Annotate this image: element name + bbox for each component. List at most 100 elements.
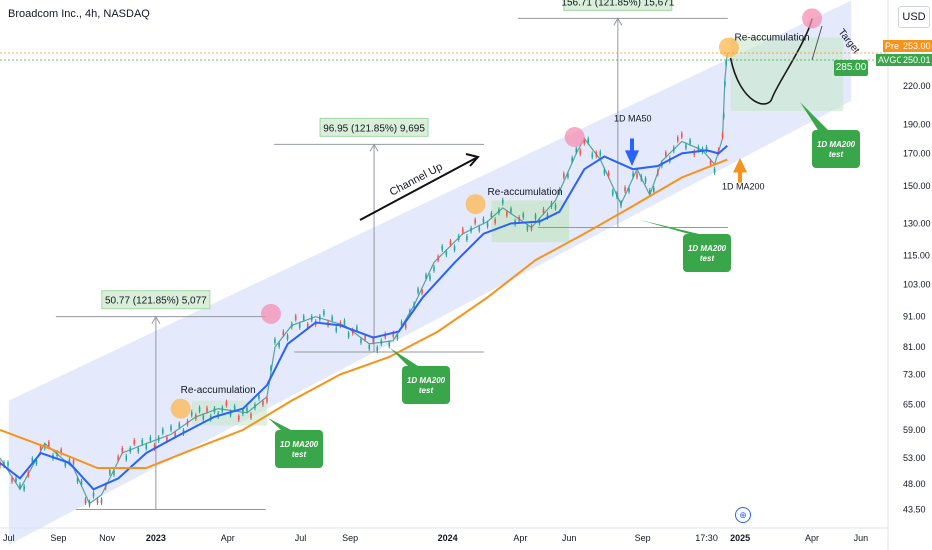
candle-body <box>526 225 529 230</box>
candle-body <box>343 320 346 325</box>
candle-body <box>202 415 205 420</box>
measure-label-box <box>101 290 211 310</box>
candle-body <box>482 218 485 223</box>
candle-body <box>628 187 630 192</box>
price-tick: 48.00 <box>903 479 926 489</box>
candle-body <box>76 478 79 483</box>
candle-body <box>657 170 659 175</box>
measure-label: 96.95 (121.85%) 9,695 <box>323 123 425 134</box>
callout-text: 1D MA200 <box>407 376 446 385</box>
candle-body <box>137 447 140 452</box>
price-tick: 190.00 <box>903 119 931 129</box>
price-tick: 150.00 <box>903 181 931 191</box>
candle-body <box>141 440 144 445</box>
candle-body <box>501 199 504 204</box>
price-tick: 81.00 <box>903 342 926 352</box>
candle-body <box>530 225 533 230</box>
ma200-line <box>0 158 728 469</box>
pre-market-label: Pre <box>883 40 902 52</box>
candle-body <box>178 423 181 428</box>
price-tick: 220.00 <box>903 81 931 91</box>
candle-body <box>404 323 407 328</box>
target-marker-circle <box>802 8 823 29</box>
candle-body <box>620 202 622 207</box>
candle-body <box>591 153 594 158</box>
candle-body <box>433 266 435 271</box>
candle-body <box>186 420 189 425</box>
ma200-test-callout <box>683 234 731 272</box>
candle-body <box>644 178 647 183</box>
candle-body <box>27 472 30 477</box>
candle-body <box>121 447 124 452</box>
go-to-realtime-button[interactable]: ⊕ <box>735 507 751 523</box>
candle-body <box>60 449 63 454</box>
candle-body <box>335 327 338 332</box>
candle-body <box>109 469 111 474</box>
callout-text: test <box>829 150 844 159</box>
measure-label-box <box>319 117 429 137</box>
candle-body <box>571 157 573 162</box>
accumulation-box-projected <box>730 37 844 111</box>
candle-body <box>624 187 626 192</box>
candle-body <box>616 193 618 198</box>
time-tick: 2024 <box>438 533 458 543</box>
candle-body <box>149 436 152 441</box>
candle-body <box>417 288 419 293</box>
candle-body <box>372 338 375 343</box>
ma50-label: 1D MA50 <box>614 114 652 124</box>
price-tick: 53.00 <box>903 453 926 463</box>
candle-body <box>56 452 58 457</box>
ma200-test-callout <box>402 366 450 404</box>
candle-body <box>294 315 297 320</box>
time-tick: 2025 <box>730 533 750 543</box>
candle-body <box>466 236 468 241</box>
time-tick: Apr <box>805 533 819 543</box>
candle-body <box>15 477 17 482</box>
measure-label-box <box>563 0 673 11</box>
top-marker-circle <box>564 127 585 148</box>
candle-body <box>583 139 586 144</box>
projection-curve <box>729 18 813 105</box>
symbol-label: AVGO <box>876 54 906 66</box>
candle-body <box>242 410 244 415</box>
candle-body <box>298 323 301 328</box>
measure-arrowhead <box>613 17 623 26</box>
candle-body <box>611 190 614 195</box>
candle-body <box>3 462 5 467</box>
time-tick: Jun <box>562 533 577 543</box>
time-tick: Sep <box>342 533 358 543</box>
candle-body <box>510 208 512 213</box>
candle-body <box>39 446 42 451</box>
candle-body <box>522 213 525 218</box>
candle-body <box>190 411 193 416</box>
price-tick: 115.00 <box>903 251 930 261</box>
candle-body <box>254 404 256 409</box>
candle-body <box>457 235 460 240</box>
candle-body <box>676 137 679 142</box>
candle-body <box>319 315 321 320</box>
accumulation-marker-circle <box>170 398 191 419</box>
callout-text: 1D MA200 <box>688 244 727 253</box>
candle-body <box>68 459 71 464</box>
candle-body <box>331 316 333 321</box>
candle-body <box>306 323 309 328</box>
candle-body <box>518 217 520 222</box>
currency-button[interactable]: USD <box>898 6 930 28</box>
candle-body <box>693 151 696 156</box>
candle-body <box>250 413 252 418</box>
candle-body <box>705 146 708 151</box>
candle-body <box>685 144 687 149</box>
price-tick: 91.00 <box>903 312 926 322</box>
accumulation-marker-circle <box>718 37 739 58</box>
candle-body <box>23 486 25 491</box>
candle-body <box>400 321 403 326</box>
candle-body <box>286 335 289 340</box>
price-tick: 170.00 <box>903 148 931 158</box>
candle-body <box>453 246 456 251</box>
candle-body <box>595 152 598 157</box>
candle-body <box>445 251 448 256</box>
callout-text: test <box>292 450 307 459</box>
candle-body <box>282 331 285 336</box>
candle-body <box>599 151 602 156</box>
